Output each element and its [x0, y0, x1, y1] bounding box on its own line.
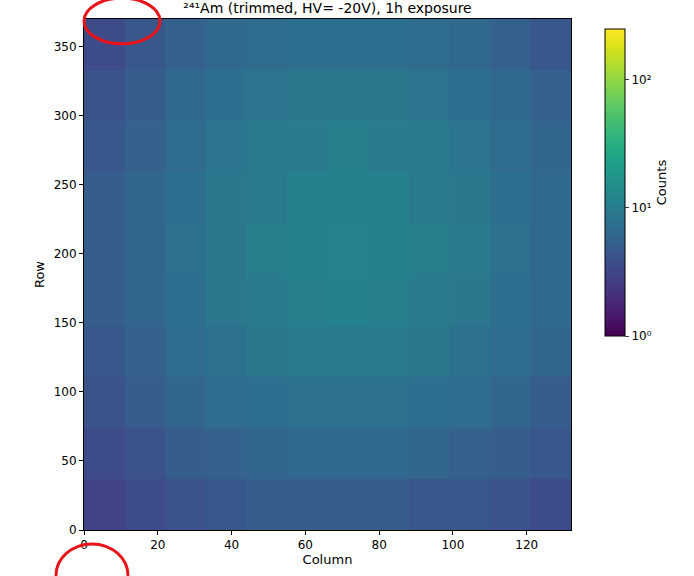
svg-text:100: 100: [441, 538, 464, 552]
svg-text:80: 80: [372, 538, 387, 552]
svg-text:²⁴¹Am (trimmed, HV= -20V), 1h: ²⁴¹Am (trimmed, HV= -20V), 1h exposure: [183, 0, 471, 16]
svg-text:0: 0: [80, 538, 88, 552]
svg-text:Row: Row: [32, 261, 47, 288]
svg-text:50: 50: [61, 454, 76, 468]
svg-text:0: 0: [69, 523, 77, 537]
svg-text:250: 250: [54, 178, 77, 192]
svg-text:300: 300: [54, 109, 77, 123]
svg-text:10⁰: 10⁰: [631, 329, 651, 343]
svg-text:200: 200: [54, 247, 77, 261]
svg-text:10²: 10²: [631, 73, 651, 87]
svg-text:150: 150: [54, 316, 77, 330]
svg-text:350: 350: [54, 40, 77, 54]
svg-text:Column: Column: [303, 552, 353, 567]
svg-text:Counts: Counts: [654, 160, 669, 206]
svg-text:60: 60: [298, 538, 313, 552]
svg-text:20: 20: [150, 538, 165, 552]
svg-text:40: 40: [224, 538, 239, 552]
svg-text:120: 120: [515, 538, 538, 552]
svg-text:100: 100: [54, 385, 77, 399]
svg-text:10¹: 10¹: [631, 201, 651, 215]
